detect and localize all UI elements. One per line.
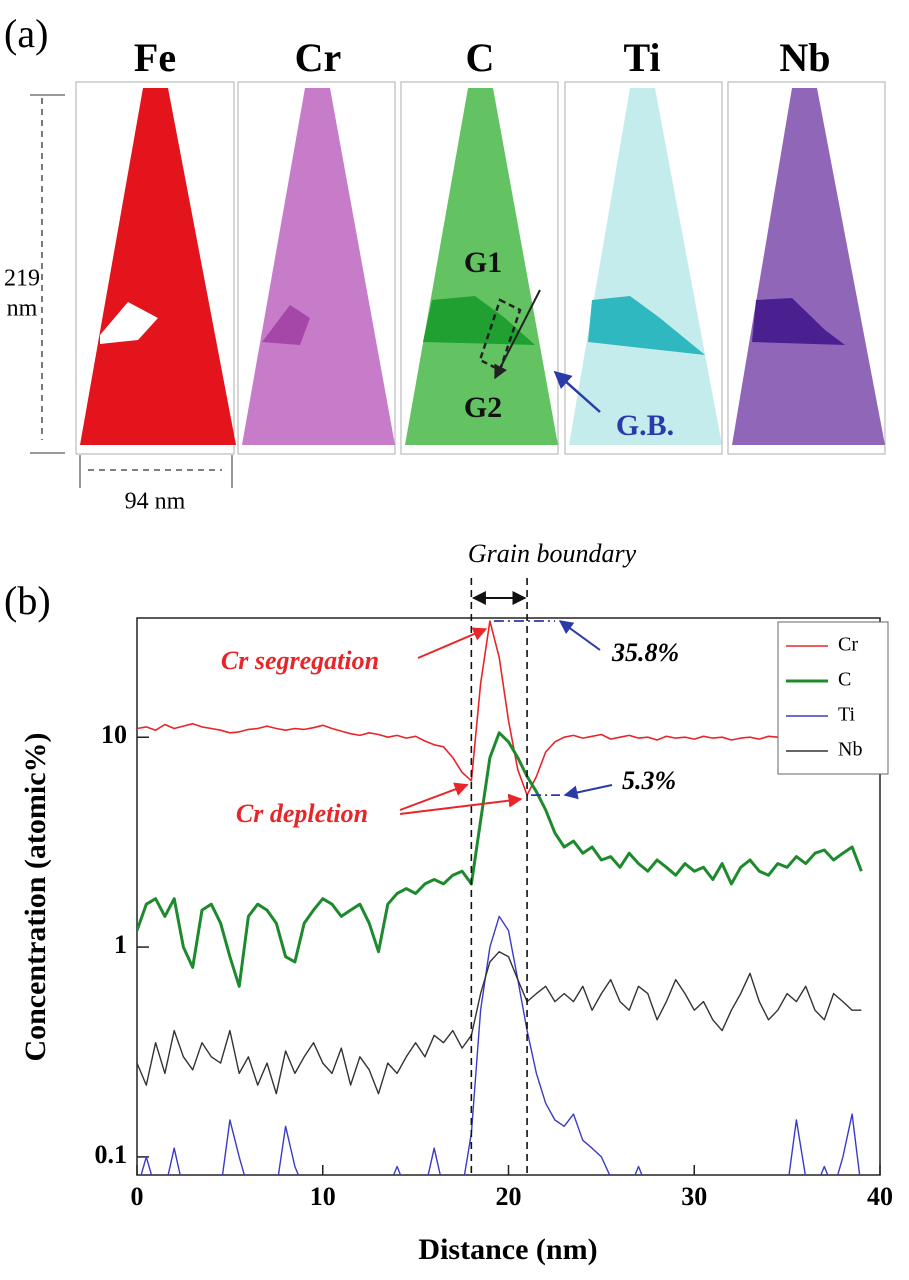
y-tick-label: 0.1	[95, 1140, 128, 1169]
x-tick-label: 30	[681, 1182, 707, 1211]
box	[75, 81, 235, 455]
tip-ti	[569, 88, 722, 445]
interface	[588, 296, 705, 355]
y-tick-label: 10	[101, 720, 127, 749]
annotation: 5.3%	[622, 766, 676, 795]
element-label: C	[466, 35, 495, 80]
annotation: Cr depletion	[236, 799, 368, 828]
legend-label: C	[838, 669, 851, 691]
box	[237, 81, 396, 455]
interface	[752, 298, 845, 345]
y-tick-label: 1	[114, 930, 127, 959]
series-line	[140, 915, 861, 1175]
tip-c	[405, 88, 558, 445]
grain-label: G1	[464, 246, 502, 279]
grain-label: G2	[464, 391, 502, 424]
legend-label: Ti	[838, 704, 856, 726]
x-tick-label: 10	[310, 1182, 336, 1211]
box	[400, 81, 559, 455]
legend-label: Cr	[838, 634, 858, 656]
gb-label: G.B.	[616, 409, 674, 442]
notch	[100, 302, 158, 344]
x-tick-label: 20	[496, 1182, 522, 1211]
panel-label: (a)	[4, 11, 48, 56]
interface	[262, 305, 310, 345]
annotation-arrow	[558, 620, 601, 651]
legend-label: Nb	[838, 739, 862, 761]
x-tick-label: 40	[867, 1182, 893, 1211]
element-label: Ti	[623, 35, 660, 80]
roi-arrow	[494, 289, 541, 380]
element-label: Fe	[134, 35, 176, 80]
tip-fe	[80, 88, 236, 445]
legend-box	[777, 621, 889, 775]
box	[564, 81, 723, 455]
series-line	[137, 951, 862, 1095]
tip-nb	[732, 88, 885, 445]
annotation: 35.8%	[611, 638, 679, 667]
interface	[423, 296, 535, 345]
plot-lines	[137, 620, 863, 1175]
x-tick-label: 0	[131, 1182, 144, 1211]
series-line	[137, 620, 778, 796]
annotation-arrow	[563, 784, 613, 800]
chart-title: Grain boundary	[468, 539, 637, 568]
box	[727, 81, 886, 455]
series-line	[137, 731, 863, 988]
element-label: Cr	[295, 35, 342, 80]
y-axis-label: Concentration (atomic%)	[19, 732, 52, 1061]
annotation: Cr segregation	[221, 646, 379, 675]
x-axis-label: Distance (nm)	[418, 1233, 597, 1266]
panel-a: (a) Fe Cr C Ti Nb 219 nm 94 nm G1 G2 G.B…	[4, 11, 886, 515]
tip-cr	[242, 88, 395, 445]
plot-frame	[136, 617, 881, 1176]
panel-b: (b) Grain boundary Distance (nm) Concent…	[4, 539, 881, 1266]
width-label: 94 nm	[125, 489, 186, 515]
annotation-arrow	[399, 782, 469, 811]
annotation-arrow	[417, 627, 488, 659]
height-unit: nm	[7, 296, 38, 322]
annotation-arrow	[399, 793, 523, 815]
element-label: Nb	[779, 35, 830, 80]
height-label: 219	[4, 266, 40, 292]
gb-arrow	[553, 370, 601, 413]
panel-label: (b)	[4, 578, 51, 623]
